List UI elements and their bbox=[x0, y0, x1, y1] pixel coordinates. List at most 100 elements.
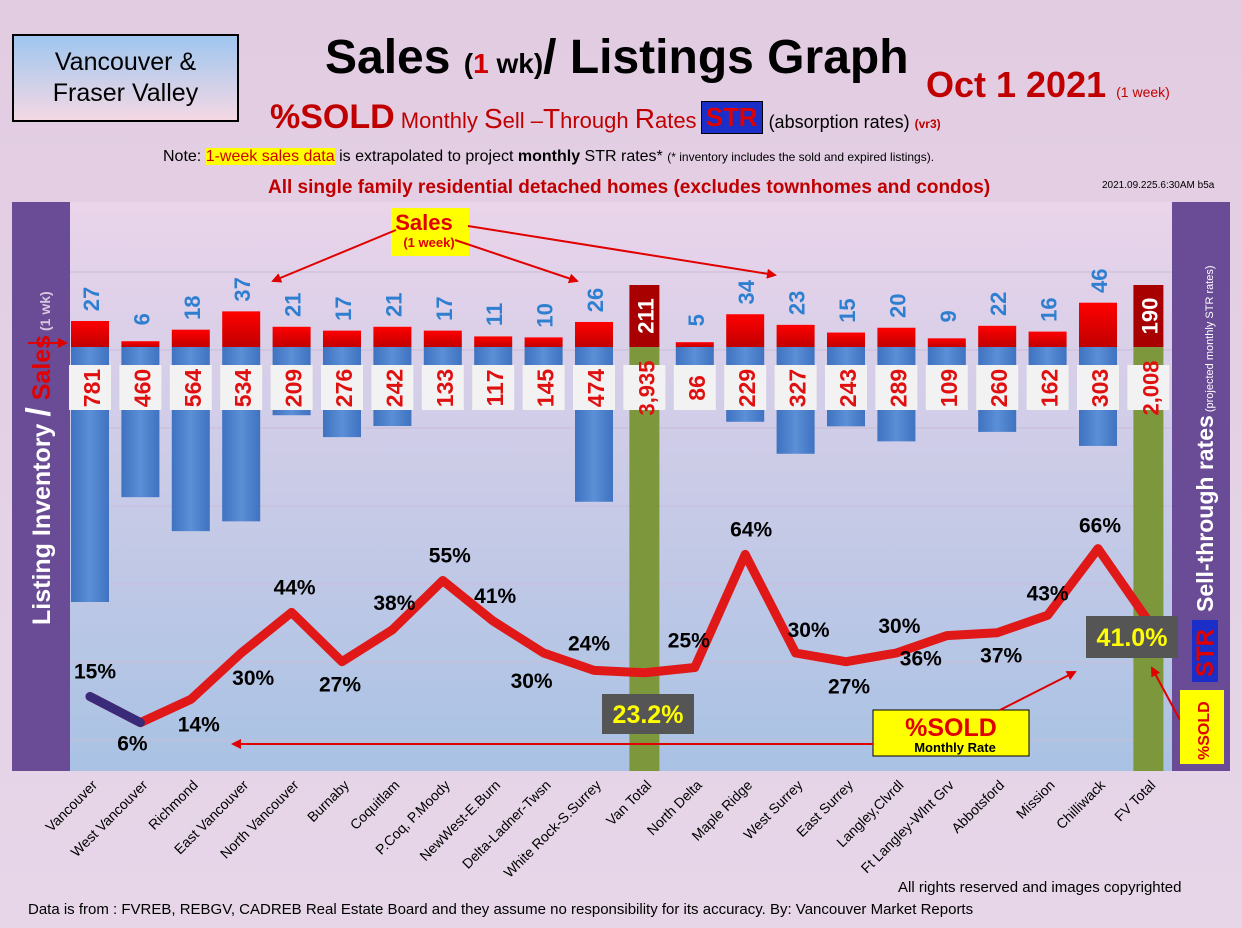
sales-bar bbox=[222, 311, 261, 347]
str-badge: STR bbox=[700, 101, 763, 134]
region-box: Vancouver & Fraser Valley bbox=[12, 34, 239, 122]
str-label: 66% bbox=[1079, 515, 1121, 538]
sales-bar bbox=[524, 337, 563, 347]
inventory-label: 242 bbox=[381, 369, 407, 407]
inventory-label-bg bbox=[976, 365, 1019, 410]
sales-annotation-box bbox=[391, 208, 469, 256]
sales-bar bbox=[1028, 331, 1067, 347]
category-label: Van Total bbox=[603, 777, 655, 829]
sales-label: 18 bbox=[180, 295, 205, 319]
sold-arrow bbox=[1151, 666, 1181, 721]
version-stamp: 2021.09.225.6:30AM b5a bbox=[1102, 180, 1215, 191]
sales-arrow bbox=[467, 225, 777, 279]
sales-label: 10 bbox=[533, 303, 558, 327]
sales-bar bbox=[171, 329, 210, 347]
inventory-label-bg bbox=[69, 365, 111, 410]
sales-label: 190 bbox=[1137, 298, 1162, 335]
inventory-label: 209 bbox=[281, 369, 307, 407]
sales-label: 46 bbox=[1087, 268, 1112, 292]
sales-bar bbox=[121, 341, 160, 347]
inventory-label: 289 bbox=[885, 369, 911, 407]
inventory-label-bg bbox=[522, 365, 565, 410]
van-total-box bbox=[602, 694, 694, 734]
sales-bar bbox=[877, 327, 916, 347]
category-label: FV Total bbox=[1111, 777, 1158, 824]
sales-label: 22 bbox=[986, 292, 1011, 316]
str-side-label: STR bbox=[1192, 629, 1219, 677]
sales-bar bbox=[978, 325, 1017, 347]
sales-label: 34 bbox=[734, 279, 759, 304]
str-line-dark bbox=[85, 692, 145, 728]
str-label: 41% bbox=[474, 585, 516, 608]
str-label: 36% bbox=[900, 648, 942, 671]
inventory-label: 243 bbox=[835, 369, 861, 407]
inventory-label: 86 bbox=[684, 375, 710, 401]
inventory-label-bg bbox=[925, 365, 968, 410]
str-label: 64% bbox=[730, 518, 772, 541]
inventory-label: 276 bbox=[331, 369, 357, 407]
sales-label: 23 bbox=[785, 291, 810, 315]
category-label: Burnaby bbox=[304, 777, 352, 825]
region-line2: Fraser Valley bbox=[52, 79, 199, 107]
sales-label: 17 bbox=[331, 296, 356, 320]
sales-bar bbox=[272, 326, 311, 347]
sales-bar bbox=[474, 336, 513, 347]
scope-note: All single family residential detached h… bbox=[268, 177, 991, 198]
sold-side-label: %SOLD bbox=[1196, 701, 1213, 760]
sales-bar bbox=[629, 285, 660, 347]
inventory-label-bg bbox=[472, 365, 515, 410]
sales-bar bbox=[71, 321, 109, 347]
sales-label: 5 bbox=[684, 314, 709, 326]
str-label: 30% bbox=[788, 619, 830, 642]
inventory-label-bg bbox=[774, 365, 817, 410]
sales-bar bbox=[726, 314, 765, 347]
sales-label: 17 bbox=[432, 296, 457, 320]
van-total-pct: 23.2% bbox=[613, 701, 684, 729]
sales-annotation: Sales bbox=[395, 210, 453, 235]
str-label: 37% bbox=[980, 645, 1022, 668]
inventory-label: 474 bbox=[583, 369, 609, 408]
str-label: 27% bbox=[828, 676, 870, 699]
inventory-label-bg bbox=[119, 365, 162, 410]
str-label: 14% bbox=[178, 713, 220, 736]
sales-bar bbox=[575, 321, 613, 347]
sales-label: 11 bbox=[482, 303, 507, 326]
inventory-label-bg bbox=[1026, 365, 1069, 410]
sales-bar bbox=[1133, 285, 1164, 347]
inventory-label: 117 bbox=[482, 369, 508, 406]
inventory-label: 109 bbox=[936, 369, 962, 407]
str-line bbox=[85, 544, 1153, 728]
category-label: Abbotsford bbox=[948, 777, 1007, 836]
page-title: Sales (1 wk)/ Listings Graph bbox=[325, 31, 909, 84]
inventory-label-bg bbox=[875, 365, 918, 410]
report-date: Oct 1 2021 (1 week) bbox=[926, 64, 1170, 105]
str-side-badge bbox=[1192, 620, 1218, 682]
category-label: Mission bbox=[1013, 777, 1058, 822]
inventory-label-bg bbox=[825, 365, 867, 410]
total-bar bbox=[1133, 347, 1164, 771]
category-label: White Rock-S.Surrey bbox=[500, 777, 604, 881]
str-label: 38% bbox=[373, 592, 415, 615]
sales-bar bbox=[423, 330, 462, 347]
sales-label: 15 bbox=[835, 298, 860, 322]
sold-annotation: %SOLD bbox=[905, 714, 997, 742]
inventory-label-bg bbox=[169, 365, 212, 410]
inventory-label-bg bbox=[724, 365, 767, 410]
sales-annotation-sub: (1 week) bbox=[403, 235, 454, 250]
sales-label: 9 bbox=[936, 310, 961, 322]
sales-label: 21 bbox=[381, 293, 406, 317]
inventory-label: 781 bbox=[79, 369, 105, 408]
sales-bar bbox=[323, 330, 361, 347]
inventory-label-bg bbox=[623, 365, 666, 410]
sales-label: 26 bbox=[583, 288, 608, 312]
sales-label: 20 bbox=[885, 293, 910, 317]
sales-bar bbox=[827, 332, 865, 347]
sold-annotation-sub: Monthly Rate bbox=[914, 740, 996, 755]
str-label: 30% bbox=[232, 667, 274, 690]
sales-bar bbox=[675, 342, 714, 347]
inventory-label-bg bbox=[270, 365, 313, 410]
sales-bar bbox=[373, 326, 412, 347]
inventory-label: 229 bbox=[734, 369, 760, 407]
sales-label: 16 bbox=[1037, 297, 1062, 321]
